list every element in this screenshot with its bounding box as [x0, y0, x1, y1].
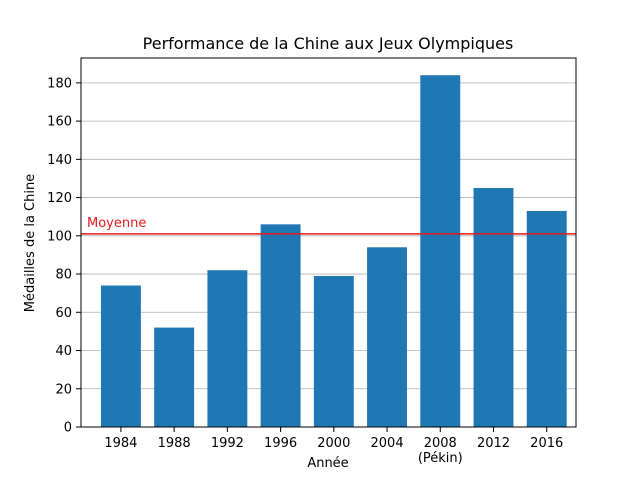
x-axis-label: Année: [307, 456, 348, 471]
chart-title: Performance de la Chine aux Jeux Olympiq…: [143, 34, 514, 53]
x-tick-label: 2000: [317, 436, 350, 451]
y-tick-label: 100: [47, 229, 72, 244]
reference-line-label: Moyenne: [87, 216, 146, 231]
y-tick-label: 40: [55, 344, 72, 359]
y-tick-label: 160: [47, 115, 72, 130]
y-tick-label: 0: [64, 421, 72, 436]
x-tick-label: 2004: [371, 436, 404, 451]
x-tick-label: 2016: [530, 436, 563, 451]
bar: [260, 224, 301, 427]
x-tick-label: 1984: [104, 436, 137, 451]
bar: [207, 270, 248, 427]
y-tick-label: 140: [47, 153, 72, 168]
x-tick-label: 1996: [264, 436, 297, 451]
x-axis-ticks: 1984 1988 1992 1996 2000 2004 2008 (Pékin) 2012 2…: [104, 427, 563, 466]
y-tick-label: 20: [55, 382, 72, 397]
x-tick-label: 1988: [158, 436, 191, 451]
y-axis-ticks: 0 20 40 60 80 100 120 140 160 180: [47, 76, 81, 436]
bar: [313, 275, 354, 427]
bar: [473, 188, 514, 427]
bar: [420, 75, 461, 428]
bar: [367, 247, 408, 427]
bar: [526, 210, 567, 427]
y-axis-label: Médailles de la Chine: [23, 174, 38, 312]
y-tick-label: 120: [47, 191, 72, 206]
x-tick-label: 1992: [211, 436, 244, 451]
bars: [100, 75, 567, 428]
x-tick-label: 2008 (Pékin): [418, 436, 463, 466]
y-tick-label: 60: [55, 306, 72, 321]
x-tick-label: 2012: [477, 436, 510, 451]
y-tick-label: 180: [47, 76, 72, 91]
bar: [154, 327, 195, 427]
y-tick-label: 80: [55, 268, 72, 283]
bar: [100, 285, 141, 427]
plot-frame: [80, 57, 577, 428]
